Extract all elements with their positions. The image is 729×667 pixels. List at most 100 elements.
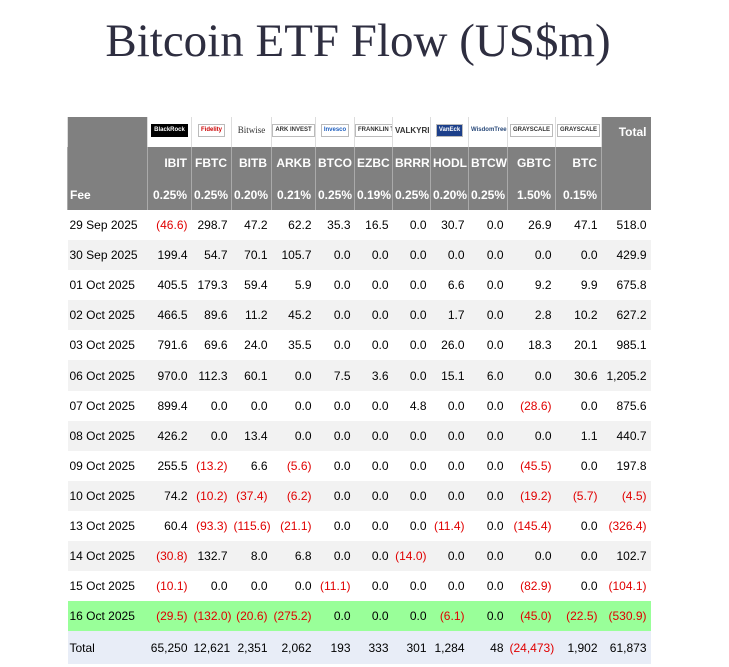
ticker-cell: IBIT [147, 147, 192, 179]
flow-cell: 0.0 [555, 571, 602, 602]
flow-cell: 47.1 [555, 210, 602, 241]
flow-cell: 30.6 [555, 360, 602, 391]
flow-cell: 0.0 [271, 360, 316, 391]
logo-cell: VALKYRIE [392, 117, 431, 147]
flow-cell: (6.1) [430, 601, 469, 632]
flow-cell: 0.0 [468, 330, 508, 361]
flow-cell: 0.0 [468, 480, 508, 511]
logo-cell: ARK INVEST [271, 117, 316, 147]
flow-cell: 179.3 [191, 270, 232, 301]
flow-cell: 26.0 [430, 330, 469, 361]
flow-cell: 0.0 [430, 480, 469, 511]
data-row: 07 Oct 2025 899.4 0.0 0.0 0.0 0.0 0.0 4.8 0.0 0.0… [67, 390, 651, 421]
flow-cell: 0.0 [315, 420, 355, 451]
ticker-cell: ARKB [271, 147, 316, 179]
flow-cell: 0.0 [315, 541, 355, 572]
flow-cell: 0.0 [468, 270, 508, 301]
logo-cell: Bitwise [231, 117, 272, 147]
flow-cell: 0.0 [315, 330, 355, 361]
flow-cell: (37.4) [231, 480, 272, 511]
total-cell: 193 [315, 631, 355, 665]
flow-cell: 60.1 [231, 360, 272, 391]
flow-cell: 8.0 [231, 541, 272, 572]
data-row: 15 Oct 2025 (10.1) 0.0 0.0 0.0 (11.1) 0.0 0.0 0.… [67, 571, 651, 602]
flow-cell: (45.5) [507, 450, 556, 481]
date-cell: 06 Oct 2025 [67, 360, 148, 391]
total-cell: 333 [354, 631, 393, 665]
flow-cell: (19.2) [507, 480, 556, 511]
total-cell: 1,902 [555, 631, 602, 665]
ticker-cell: BRRR [392, 147, 431, 179]
ticker-cell: BTCO [315, 147, 355, 179]
data-row: 16 Oct 2025 (29.5) (132.0) (20.6) (275.2) 0.0… [67, 601, 651, 632]
ticker-cell: BTCW [468, 147, 508, 179]
flow-cell: (6.2) [271, 480, 316, 511]
flow-cell: 9.2 [507, 270, 556, 301]
flow-cell: 0.0 [392, 300, 431, 331]
flow-cell: 0.0 [315, 450, 355, 481]
flow-cell: 0.0 [468, 601, 508, 632]
date-cell: 01 Oct 2025 [67, 270, 148, 301]
flow-cell: 1.1 [555, 420, 602, 451]
flow-cell: 0.0 [231, 390, 272, 421]
flow-cell: 6.6 [430, 270, 469, 301]
flow-cell: (11.1) [315, 571, 355, 602]
flow-cell: (275.2) [271, 601, 316, 632]
date-cell: 30 Sep 2025 [67, 240, 148, 271]
flow-cell: 440.7 [601, 420, 651, 451]
flow-cell: 0.0 [430, 240, 469, 271]
flow-cell: 0.0 [315, 390, 355, 421]
date-cell: 03 Oct 2025 [67, 330, 148, 361]
fee-row: Fee 0.25% 0.25% 0.20% 0.21% 0.25% 0.19% 0.25% 0.… [67, 179, 651, 210]
flow-cell: 0.0 [430, 571, 469, 602]
flow-cell: 6.8 [271, 541, 316, 572]
total-cell: 48 [468, 631, 508, 665]
flow-cell: (28.6) [507, 390, 556, 421]
flow-cell: 0.0 [392, 360, 431, 391]
total-cell: 2,062 [271, 631, 316, 665]
flow-cell: 112.3 [191, 360, 232, 391]
flow-cell: (145.4) [507, 510, 556, 542]
flow-cell: 10.2 [555, 300, 602, 331]
flow-cell: 0.0 [392, 240, 431, 271]
flow-cell: 24.0 [231, 330, 272, 361]
flow-cell: 105.7 [271, 240, 316, 271]
flow-cell: 985.1 [601, 330, 651, 361]
logo-cell: GRAYSCALE [555, 117, 602, 147]
flow-cell: 0.0 [354, 240, 393, 271]
date-cell: 13 Oct 2025 [67, 510, 148, 542]
flow-cell: 970.0 [147, 360, 192, 391]
flow-cell: 0.0 [354, 480, 393, 511]
flow-cell: (46.6) [147, 210, 192, 241]
flow-cell: 255.5 [147, 450, 192, 481]
flow-cell: 0.0 [468, 450, 508, 481]
flow-cell: 0.0 [354, 510, 393, 542]
flow-cell: (10.1) [147, 571, 192, 602]
issuer-logo: VanEck [435, 124, 464, 137]
flow-cell: 13.4 [231, 420, 272, 451]
flow-cell: 0.0 [354, 571, 393, 602]
fee-cell: 0.25% [147, 179, 192, 210]
empty-cell [67, 117, 148, 147]
flow-cell: (530.9) [601, 601, 651, 632]
flow-cell: 0.0 [354, 390, 393, 421]
fee-cell: 0.25% [392, 179, 431, 210]
ticker-cell: FBTC [191, 147, 232, 179]
fee-cell: 0.20% [430, 179, 469, 210]
flow-cell: 0.0 [315, 270, 355, 301]
issuer-logo: WisdomTree [471, 127, 507, 133]
flow-cell: 0.0 [354, 541, 393, 572]
flow-cell: 0.0 [507, 420, 556, 451]
flow-cell: 70.1 [231, 240, 272, 271]
flow-cell: 4.8 [392, 390, 431, 421]
data-row: 02 Oct 2025 466.5 89.6 11.2 45.2 0.0 0.0 0.0 1.7… [67, 300, 651, 331]
flow-cell: 74.2 [147, 480, 192, 511]
flow-cell: 0.0 [315, 300, 355, 331]
flow-cell: (11.4) [430, 510, 469, 542]
flow-cell: 791.6 [147, 330, 192, 361]
flow-cell: (115.6) [231, 510, 272, 542]
flow-cell: (93.3) [191, 510, 232, 542]
flow-cell: (14.0) [392, 541, 431, 572]
page-title: Bitcoin ETF Flow (US$m) [105, 15, 611, 67]
